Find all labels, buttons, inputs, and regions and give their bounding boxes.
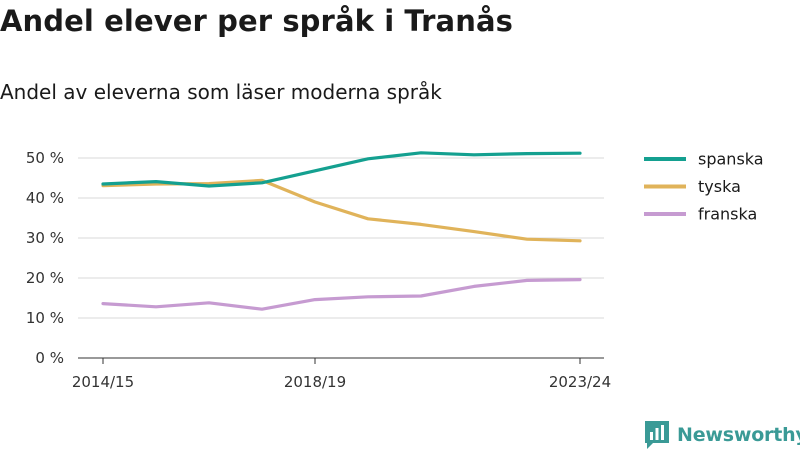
chart-title: Andel elever per språk i Tranås [0,4,513,38]
x-tick-label: 2014/15 [72,373,134,391]
legend-label-spanska: spanska [698,150,764,169]
legend-label-franska: franska [698,205,757,224]
x-tick-label: 2018/19 [284,373,346,391]
legend-label-tyska: tyska [698,177,741,196]
y-tick-label: 0 % [35,349,64,367]
newsworthy-logo: Newsworthy [644,420,800,450]
series-line-tyska [101,178,582,243]
series-line-franska [101,278,582,311]
newsworthy-logo-icon [645,421,669,449]
series-line-spanska [101,151,582,188]
y-tick-label: 50 % [26,149,64,167]
y-tick-label: 30 % [26,229,64,247]
x-tick-label: 2023/24 [549,373,611,391]
y-tick-label: 10 % [26,309,64,327]
chart-subtitle: Andel av eleverna som läser moderna språ… [0,80,442,104]
axes: 0 % 10 % 20 % 30 % 40 % 50 % 2014/15 2018/19 202… [26,149,611,391]
y-tick-label: 40 % [26,189,64,207]
y-tick-label: 20 % [26,269,64,287]
legend: spanska tyska franska [644,150,764,224]
series-lines [101,151,582,311]
newsworthy-logo-text: Newsworthy [677,424,800,446]
